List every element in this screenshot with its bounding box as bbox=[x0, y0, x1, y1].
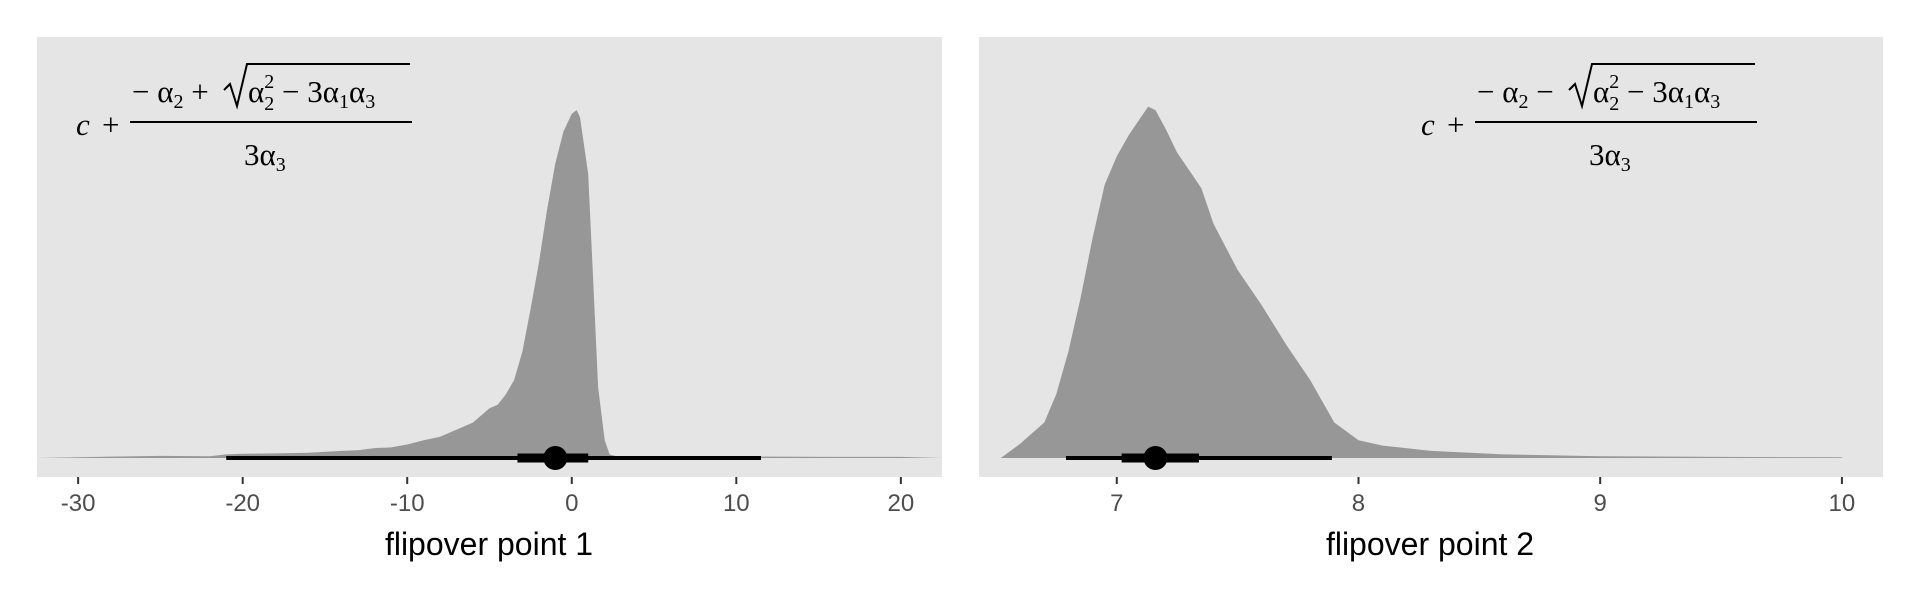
svg-text:α22 − 3α1α3: α2 2 − 3α1α3 bbox=[248, 71, 375, 115]
panel-1-background bbox=[37, 37, 942, 477]
x-tick-label: 9 bbox=[1594, 490, 1607, 517]
x-tick-label: 20 bbox=[888, 490, 915, 517]
svg-text:α22 − 3α1α3: α2 2 − 3α1α3 bbox=[1593, 71, 1720, 115]
x-tick-label: 10 bbox=[723, 490, 750, 517]
svg-text:c: c bbox=[1421, 107, 1435, 142]
x-tick-label: 7 bbox=[1110, 490, 1123, 517]
panel-2-formula-annotation: c + − α2 − α2 2 − 3α1α3 3α3 bbox=[1421, 63, 1757, 176]
x-tick-label: -10 bbox=[390, 490, 425, 517]
svg-text:+: + bbox=[1447, 107, 1464, 142]
x-tick-label: -20 bbox=[225, 490, 260, 517]
panel-2-density-area bbox=[1000, 106, 1842, 458]
svg-text:− α2 +: − α2 + bbox=[132, 74, 209, 113]
panel-flipover-point-2: 7 8 9 10 flipover point 2 c + − α2 − α2 2 − … bbox=[979, 37, 1883, 562]
panel-2-x-axis-title: flipover point 2 bbox=[1326, 526, 1534, 562]
svg-text:− α2 −: − α2 − bbox=[1477, 74, 1554, 113]
svg-text:+: + bbox=[102, 107, 119, 142]
panel-flipover-point-1: -30 -20 -10 0 10 20 flipover point 1 c + − α2… bbox=[37, 37, 942, 562]
panel-1-x-axis-title: flipover point 1 bbox=[385, 526, 593, 562]
x-tick-label: 10 bbox=[1829, 490, 1856, 517]
panel-2-x-axis: 7 8 9 10 bbox=[1110, 477, 1855, 517]
panel-2-median-point bbox=[1143, 446, 1168, 470]
x-tick-label: 0 bbox=[565, 490, 578, 517]
x-tick-label: 8 bbox=[1352, 490, 1365, 517]
x-tick-label: -30 bbox=[61, 490, 96, 517]
svg-text:c: c bbox=[76, 107, 90, 142]
panel-1-median-point bbox=[543, 446, 568, 470]
panel-1-x-axis: -30 -20 -10 0 10 20 bbox=[61, 477, 914, 517]
panel-1-formula-annotation: c + − α2 + α2 2 − 3α1α3 3α3 bbox=[76, 63, 412, 176]
